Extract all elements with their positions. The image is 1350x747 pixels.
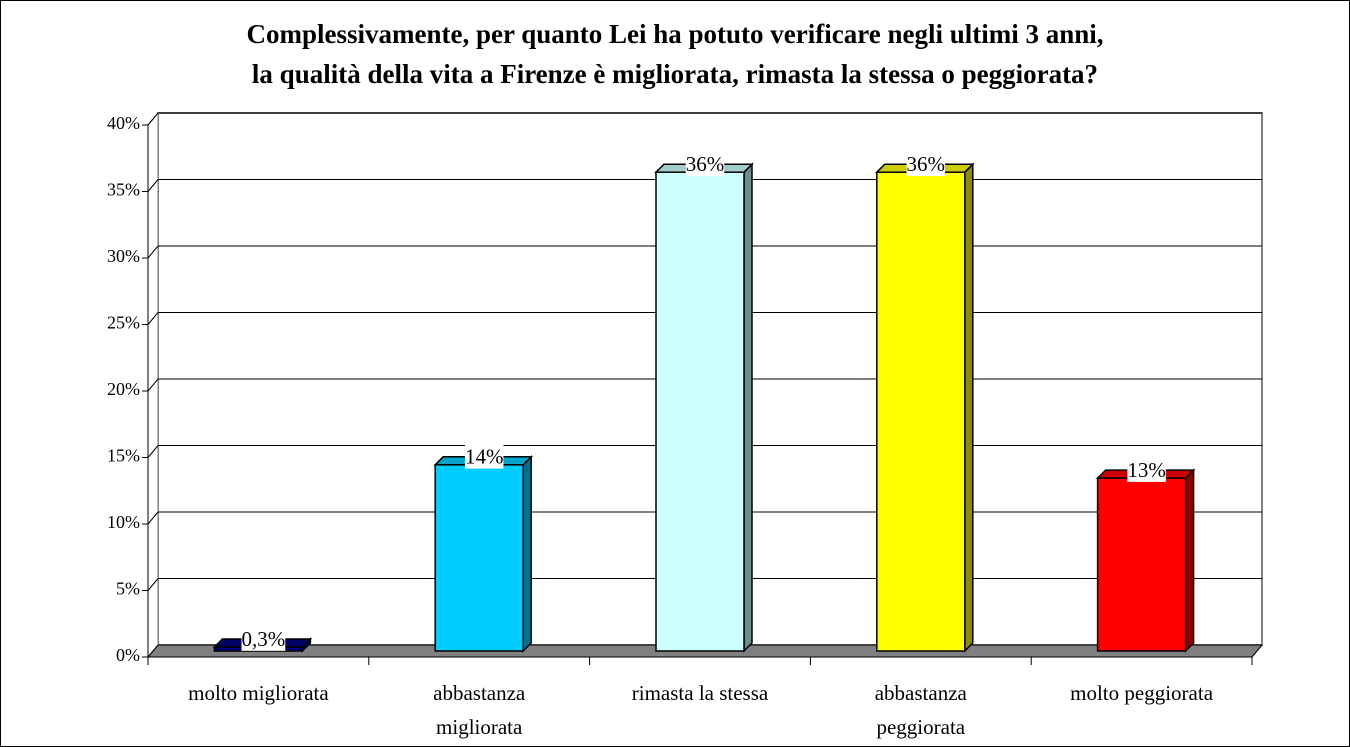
y-tick-label: 10% (107, 512, 140, 532)
grid-depth (147, 644, 159, 658)
grid-depth (147, 378, 159, 392)
grid-depth (147, 112, 159, 126)
value-label-bg (685, 152, 725, 177)
x-tick-label: molto migliorata (188, 681, 329, 705)
x-tick-label: abbastanza peggiorata (874, 681, 967, 739)
value-label: 13% (1127, 458, 1166, 482)
y-tick-label: 0% (116, 645, 140, 665)
grid-depth (147, 245, 159, 259)
bar-side (1184, 468, 1195, 653)
value-label-bg (241, 626, 286, 651)
right-edge (1251, 644, 1263, 658)
bar-side (522, 454, 532, 653)
y-tick-label: 35% (107, 180, 140, 200)
value-label-bg (906, 152, 946, 177)
bar (1096, 477, 1187, 652)
value-label: 0,3% (242, 627, 286, 651)
y-tick-label: 20% (107, 379, 140, 399)
value-label: 36% (686, 152, 725, 176)
y-tick-label: 30% (107, 246, 140, 266)
chart-title: Complessivamente, per quanto Lei ha potu… (246, 19, 1104, 89)
grid-depth (147, 179, 159, 192)
y-tick-label: 15% (107, 446, 140, 466)
grid-depth (147, 312, 159, 325)
bar-side (964, 162, 974, 653)
grid-depth (147, 511, 159, 525)
x-tick-label: abbastanza migliorata (433, 681, 526, 739)
y-tick-label: 25% (107, 313, 140, 333)
bar (655, 171, 745, 652)
grid-depth (147, 445, 159, 458)
bar (876, 171, 966, 652)
x-tick-label: rimasta la stessa (631, 681, 769, 705)
y-tick-label: 40% (107, 113, 140, 133)
value-label-bg (464, 444, 504, 469)
y-tick-label: 5% (116, 579, 140, 599)
bar-side (743, 162, 753, 653)
value-label-bg (1127, 457, 1166, 482)
bar (434, 464, 524, 652)
value-label: 36% (907, 152, 946, 176)
grid-depth (147, 578, 159, 591)
x-tick-label: molto peggiorata (1070, 681, 1214, 705)
value-label: 14% (465, 445, 504, 469)
